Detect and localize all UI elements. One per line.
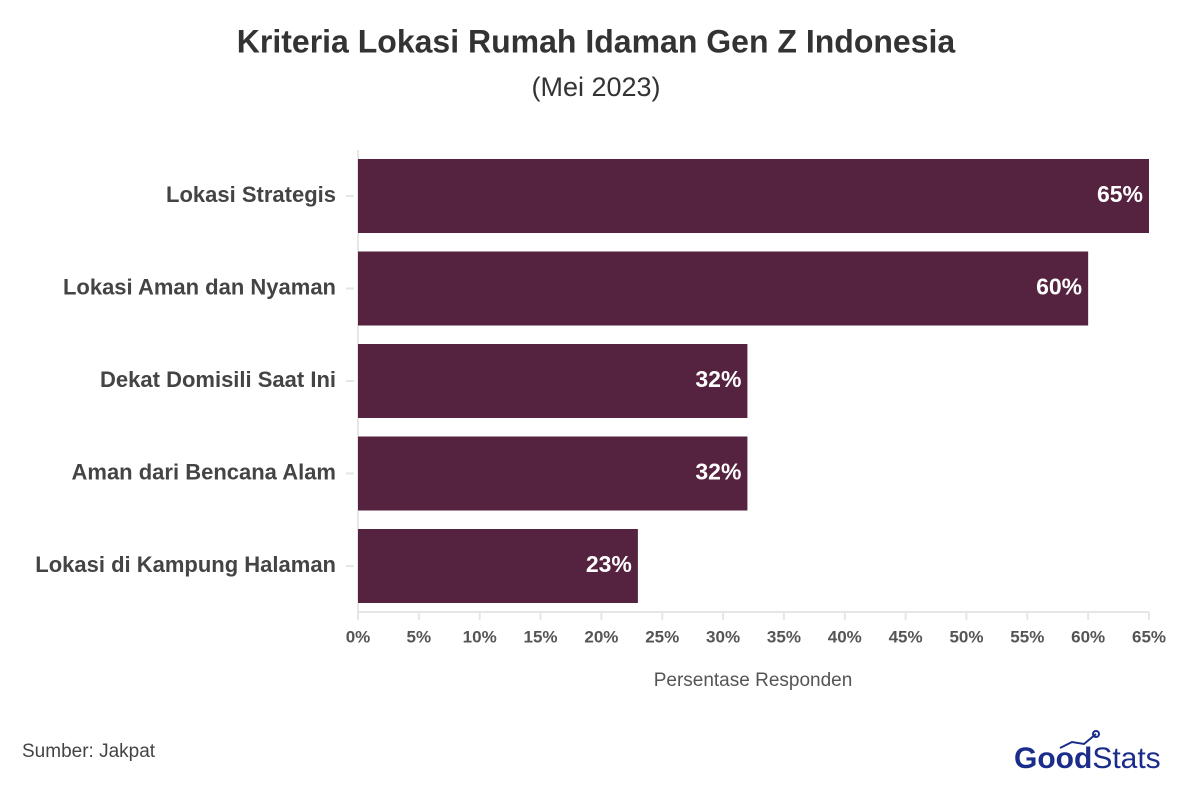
x-tick-label: 50% <box>949 627 983 646</box>
x-tick-label: 55% <box>1010 627 1044 646</box>
x-tick-label: 45% <box>889 627 923 646</box>
x-tick-label: 30% <box>706 627 740 646</box>
source: Sumber: Jakpat <box>22 741 156 762</box>
x-tick-label: 0% <box>346 627 371 646</box>
bar <box>358 529 638 603</box>
chart-title: Kriteria Lokasi Rumah Idaman Gen Z Indon… <box>237 23 956 59</box>
logo-dot <box>1092 730 1100 738</box>
value-label: 65% <box>1097 181 1143 207</box>
x-tick-label: 35% <box>767 627 801 646</box>
x-tick-label: 5% <box>407 627 432 646</box>
x-tick-label: 20% <box>584 627 618 646</box>
bar <box>358 251 1089 326</box>
x-tick-label: 40% <box>828 627 862 646</box>
value-label: 23% <box>586 551 632 577</box>
logo-bold: Good <box>1014 742 1092 775</box>
x-tick-label: 65% <box>1132 627 1166 646</box>
y-tick-label: Lokasi di Kampung Halaman <box>35 552 336 577</box>
y-tick-label: Lokasi Strategis <box>166 182 336 207</box>
value-label: 60% <box>1036 274 1082 300</box>
chart-subtitle: (Mei 2023) <box>531 72 660 102</box>
bar <box>358 436 748 511</box>
logo-icon <box>1059 733 1097 749</box>
logo: GoodStats <box>1014 730 1161 775</box>
x-tick-label: 60% <box>1071 627 1105 646</box>
value-label: 32% <box>695 459 741 485</box>
logo-light: Stats <box>1092 742 1160 775</box>
y-tick-label: Dekat Domisili Saat Ini <box>100 367 336 392</box>
bar <box>358 159 1149 233</box>
x-tick-label: 15% <box>524 627 558 646</box>
logo-text: GoodStats <box>1014 742 1161 775</box>
bar <box>358 344 748 418</box>
x-axis-label: Persentase Responden <box>654 670 853 691</box>
y-tick-label: Aman dari Bencana Alam <box>72 459 337 484</box>
y-tick-label: Lokasi Aman dan Nyaman <box>63 274 336 299</box>
x-tick-label: 25% <box>645 627 679 646</box>
x-tick-label: 10% <box>463 627 497 646</box>
value-label: 32% <box>695 366 741 392</box>
